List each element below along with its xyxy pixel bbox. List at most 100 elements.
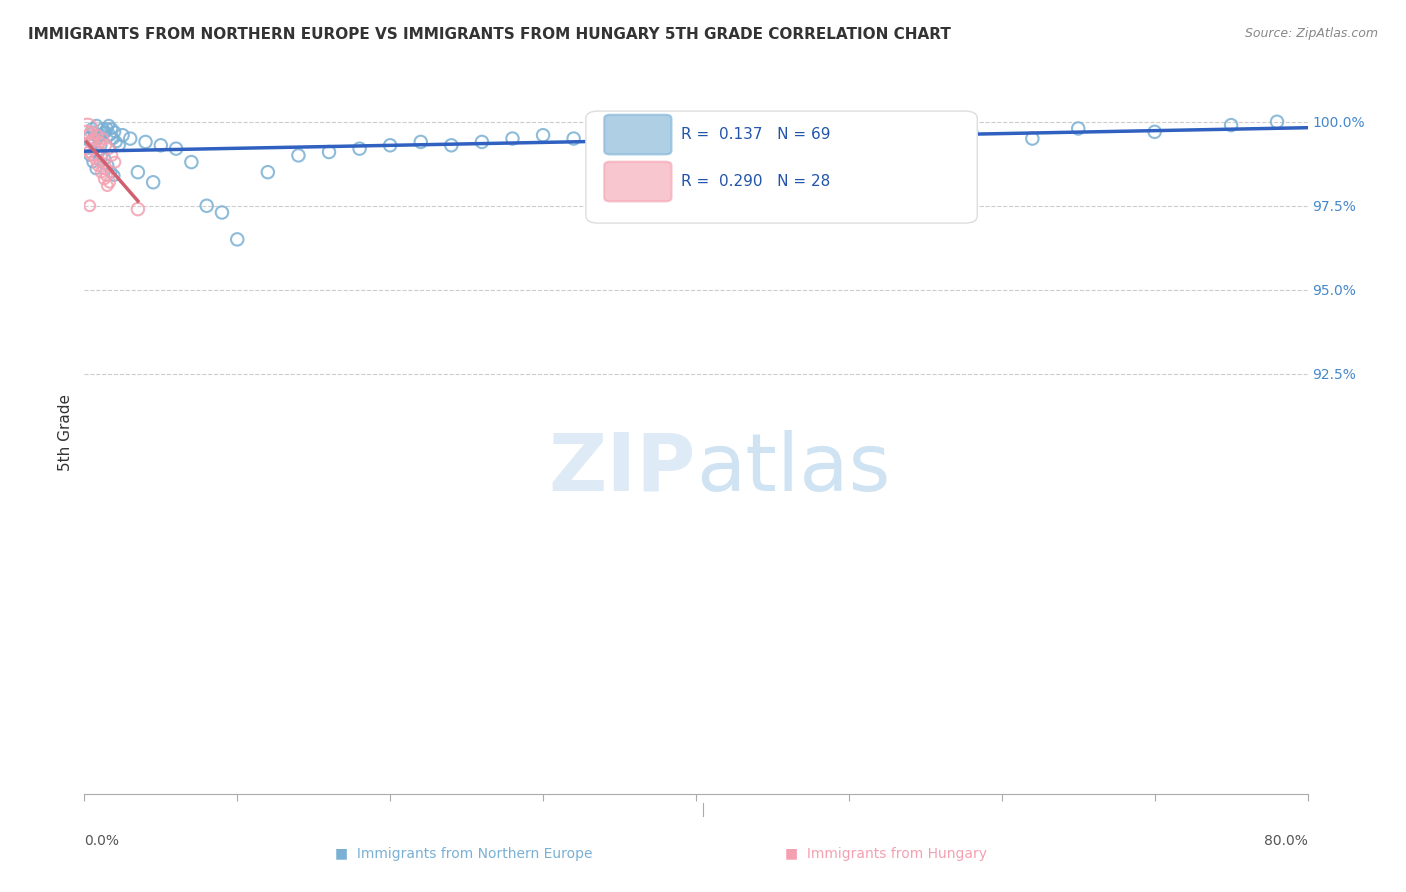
Point <box>380 138 402 153</box>
Point <box>97 118 120 132</box>
Text: 0.0%: 0.0% <box>84 834 120 847</box>
FancyBboxPatch shape <box>605 161 672 202</box>
Point <box>90 138 112 153</box>
Point <box>1265 115 1288 129</box>
Point <box>93 161 115 176</box>
Text: IMMIGRANTS FROM NORTHERN EUROPE VS IMMIGRANTS FROM HUNGARY 5TH GRADE CORRELATION: IMMIGRANTS FROM NORTHERN EUROPE VS IMMIG… <box>28 27 950 42</box>
Point <box>89 135 111 149</box>
Point <box>87 131 110 145</box>
Point <box>84 128 107 143</box>
Point <box>94 125 117 139</box>
Point <box>101 121 124 136</box>
Point <box>76 121 98 136</box>
Point <box>87 158 110 172</box>
Point <box>96 169 118 183</box>
Point <box>77 131 100 145</box>
Text: Source: ZipAtlas.com: Source: ZipAtlas.com <box>1244 27 1378 40</box>
Point <box>960 125 983 139</box>
Point <box>1220 118 1243 132</box>
Point <box>93 172 115 186</box>
Point <box>127 165 149 179</box>
Point <box>1067 121 1090 136</box>
Point <box>79 148 101 162</box>
Point <box>83 142 105 156</box>
Point <box>287 148 309 162</box>
Point <box>838 121 860 136</box>
Point <box>914 131 936 145</box>
Point <box>409 135 432 149</box>
Point <box>104 125 127 139</box>
Point <box>135 135 157 149</box>
Point <box>105 135 128 149</box>
Point <box>91 131 114 145</box>
Point <box>120 131 142 145</box>
Text: atlas: atlas <box>696 430 890 508</box>
Text: R =  0.290   N = 28: R = 0.290 N = 28 <box>682 175 831 189</box>
Point <box>97 142 120 156</box>
Point <box>226 232 249 246</box>
Point <box>531 128 554 143</box>
Point <box>149 138 172 153</box>
Point <box>685 125 707 139</box>
Point <box>83 131 105 145</box>
Point <box>562 131 585 145</box>
Point <box>84 161 107 176</box>
Point <box>1143 125 1166 139</box>
Point <box>104 155 127 169</box>
Point <box>502 131 524 145</box>
Point <box>91 148 114 162</box>
Point <box>318 145 340 159</box>
Point <box>80 148 103 162</box>
Text: ■  Immigrants from Hungary: ■ Immigrants from Hungary <box>785 847 987 861</box>
Point <box>471 135 494 149</box>
Point <box>86 128 108 143</box>
Point <box>77 145 100 159</box>
FancyBboxPatch shape <box>586 112 977 223</box>
Point <box>440 138 463 153</box>
Point <box>80 135 103 149</box>
Point <box>86 148 108 162</box>
Point <box>180 155 202 169</box>
Point <box>91 121 114 136</box>
Point <box>593 135 616 149</box>
Point <box>96 121 118 136</box>
Point <box>869 128 891 143</box>
Point <box>86 118 108 132</box>
Point <box>807 131 830 145</box>
Point <box>211 205 233 219</box>
Point <box>79 125 101 139</box>
Point <box>96 178 118 193</box>
Point <box>84 152 107 166</box>
Point <box>90 165 112 179</box>
Point <box>82 155 104 169</box>
Point <box>98 128 121 143</box>
Point <box>94 138 117 153</box>
Point <box>776 125 799 139</box>
Point <box>111 128 134 143</box>
Point <box>79 135 101 149</box>
Point <box>103 169 125 183</box>
Point <box>79 199 101 213</box>
Point <box>103 131 125 145</box>
Point <box>97 158 120 172</box>
Text: 80.0%: 80.0% <box>1264 834 1308 847</box>
FancyBboxPatch shape <box>605 115 672 154</box>
Point <box>98 175 121 189</box>
Point <box>89 155 111 169</box>
Point <box>165 142 187 156</box>
Point <box>93 125 115 139</box>
Text: ■  Immigrants from Northern Europe: ■ Immigrants from Northern Europe <box>335 847 593 861</box>
Text: R =  0.137   N = 69: R = 0.137 N = 69 <box>682 127 831 142</box>
Point <box>127 202 149 216</box>
Point <box>87 145 110 159</box>
Point <box>257 165 280 179</box>
Point <box>108 138 131 153</box>
Point <box>1021 131 1043 145</box>
Point <box>100 165 122 179</box>
Point <box>716 131 738 145</box>
Point <box>624 131 647 145</box>
Point <box>94 152 117 166</box>
Point <box>80 121 103 136</box>
Point <box>83 125 105 139</box>
Text: ZIP: ZIP <box>548 430 696 508</box>
